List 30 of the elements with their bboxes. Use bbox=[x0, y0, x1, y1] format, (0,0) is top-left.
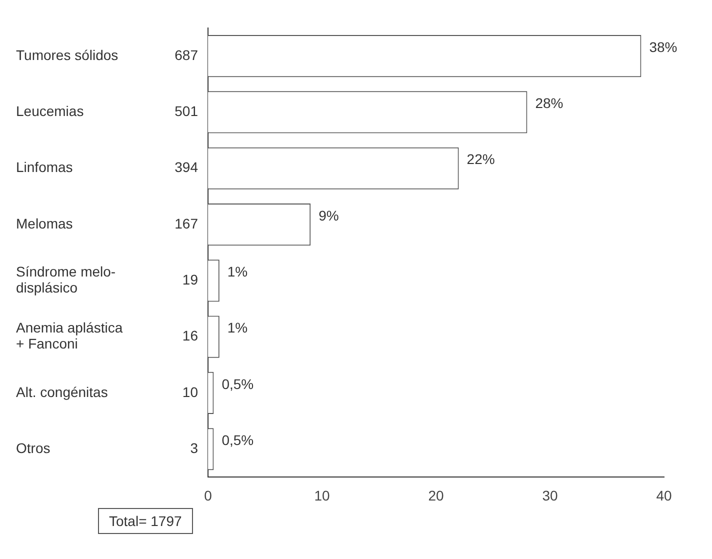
data-label: 0,5% bbox=[222, 376, 254, 392]
y-tick-label: Tumores sólidos bbox=[16, 46, 118, 63]
data-label: 9% bbox=[318, 207, 339, 224]
y-tick-label: Síndrome melo- displásico bbox=[16, 264, 116, 296]
y-tick-label: Alt. congénitas bbox=[16, 384, 108, 400]
x-tick-label: 10 bbox=[314, 487, 330, 504]
text: 501 bbox=[174, 103, 198, 120]
x-tick-label: 0 bbox=[204, 487, 212, 504]
text: 16 bbox=[182, 328, 198, 344]
text: 10 bbox=[182, 384, 198, 400]
text: 167 bbox=[174, 215, 198, 232]
text: 687 bbox=[174, 46, 198, 63]
x-tick-label: 20 bbox=[428, 487, 444, 504]
text: 19 bbox=[182, 272, 198, 288]
y-tick-label: Melomas bbox=[16, 215, 73, 232]
data-label: 0,5% bbox=[222, 432, 254, 448]
y-tick-label: Otros bbox=[16, 440, 50, 456]
data-label: 1% bbox=[227, 320, 248, 336]
text: Total= 1797 bbox=[98, 508, 193, 534]
text: 394 bbox=[174, 159, 198, 176]
data-label: 28% bbox=[535, 95, 564, 112]
y-tick-label: Leucemias bbox=[16, 103, 84, 120]
text: 3 bbox=[190, 440, 198, 456]
y-tick-label: Linfomas bbox=[16, 159, 73, 176]
y-tick-label: Anemia aplástica + Fanconi bbox=[16, 320, 123, 352]
x-tick-label: 40 bbox=[656, 487, 672, 504]
data-label: 1% bbox=[227, 264, 248, 280]
x-tick-label: 30 bbox=[542, 487, 558, 504]
data-label: 38% bbox=[649, 38, 678, 55]
data-label: 22% bbox=[466, 151, 495, 168]
